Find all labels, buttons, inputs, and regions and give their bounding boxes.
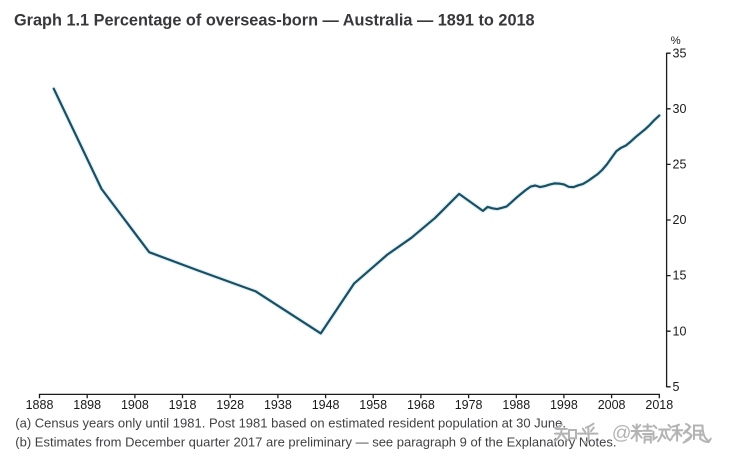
svg-text:1898: 1898 (73, 398, 101, 412)
svg-text:1978: 1978 (455, 398, 483, 412)
svg-text:1948: 1948 (312, 398, 340, 412)
svg-text:20: 20 (673, 213, 687, 227)
svg-text:2018: 2018 (645, 398, 673, 412)
svg-text:1988: 1988 (502, 398, 530, 412)
svg-text:30: 30 (673, 102, 687, 116)
svg-text:1888: 1888 (26, 398, 54, 412)
svg-text:@: @ (612, 422, 632, 444)
svg-text:35: 35 (673, 46, 687, 60)
svg-text:10: 10 (673, 324, 687, 338)
svg-text:Graph 1.1 Percentage of overse: Graph 1.1 Percentage of overseas-born — … (14, 12, 535, 30)
svg-text:1958: 1958 (359, 398, 387, 412)
svg-text:(a) Census years only until 19: (a) Census years only until 1981. Post 1… (15, 416, 566, 431)
svg-text:2008: 2008 (598, 398, 626, 412)
svg-text:(b) Estimates from December qu: (b) Estimates from December quarter 2017… (15, 434, 616, 449)
svg-text:15: 15 (673, 269, 687, 283)
svg-text:1998: 1998 (550, 398, 578, 412)
svg-text:1928: 1928 (216, 398, 244, 412)
svg-text:1908: 1908 (121, 398, 149, 412)
svg-text:1968: 1968 (407, 398, 435, 412)
svg-text:1918: 1918 (169, 398, 197, 412)
svg-text:5: 5 (673, 380, 680, 394)
svg-text:25: 25 (673, 158, 687, 172)
svg-text:%: % (671, 35, 681, 47)
svg-text:1938: 1938 (264, 398, 292, 412)
